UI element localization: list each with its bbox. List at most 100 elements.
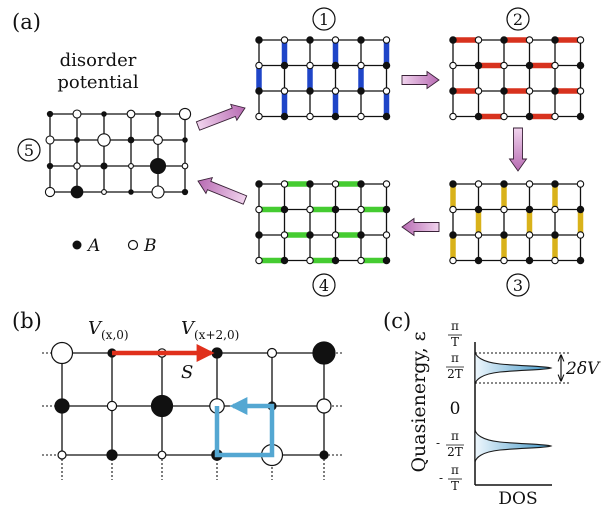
site-b [316,398,332,414]
site-b [101,189,107,195]
tick-minus-pi-over-t: - π T [439,463,462,493]
site-a [255,231,263,239]
site-b [255,205,263,214]
peak-width-label: 2δV [565,359,601,379]
site-a [181,188,189,196]
site-a [306,87,314,95]
site-a [106,449,118,461]
dos-peak-lower [474,429,553,463]
site-b [181,162,189,170]
site-a [357,87,365,95]
site-b [576,231,585,239]
site-a [551,36,559,44]
cycle-arrow [401,70,440,90]
svg-text:1: 1 [319,10,329,29]
cycle-arrow [508,127,528,172]
label-s: S [181,362,193,383]
svg-text:π: π [451,351,459,365]
svg-text:π: π [451,463,459,477]
site-b [357,112,365,121]
site-b [576,36,585,44]
site-a [70,185,84,199]
svg-text:2T: 2T [447,367,463,381]
site-b [280,36,289,44]
site-a [331,112,340,121]
site-a [306,36,314,44]
site-a [182,137,188,143]
site-b [525,231,534,239]
dos-peak-upper [474,351,553,385]
site-b [306,256,314,265]
site-a [46,162,54,170]
site-a [331,61,340,70]
svg-text:-: - [439,471,443,485]
site-a [576,112,585,121]
site-b [500,256,508,265]
lattice-step-3 [449,180,585,265]
site-a [280,205,289,214]
loop-arrow [214,397,275,458]
site-a [449,36,457,44]
site-b [551,112,559,121]
disorder-lattice [44,107,192,199]
svg-text:2: 2 [513,10,523,29]
site-a [331,205,340,214]
site-b [280,231,289,239]
y-axis-label: Quasienergy, ε [408,331,430,472]
site-a [500,36,508,44]
site-b [525,87,534,95]
site-a [46,110,54,118]
svg-text:2T: 2T [447,445,463,459]
site-a [306,180,314,188]
site-b [382,180,391,188]
site-b [157,450,167,460]
site-b [280,87,289,95]
site-a [474,256,483,265]
site-a [319,450,329,460]
site-b [306,112,314,121]
svg-text:3: 3 [513,276,523,295]
site-b [474,87,483,95]
site-a [449,87,457,95]
site-b [50,341,74,365]
site-a [100,162,108,170]
site-b [280,180,289,188]
site-a [474,205,483,214]
step-label-1: 1 [312,7,336,31]
site-a [306,231,314,239]
site-a [128,189,134,195]
site-b [576,180,585,188]
site-b [500,112,508,121]
cycle-arrows [195,70,528,237]
site-a [500,180,508,188]
site-b [474,231,483,239]
x-axis-label: DOS [498,489,537,509]
site-a [101,111,107,117]
disorder-label-line2: potential [57,72,139,93]
site-b [382,87,391,95]
site-a [382,205,391,214]
svg-text:-: - [436,436,440,450]
site-b [500,205,508,214]
site-a [525,61,534,70]
site-a [382,256,391,265]
site-a [382,61,391,70]
step-label-3: 3 [506,273,530,297]
legend: A B [72,236,157,256]
lattice-step-4 [255,180,391,265]
site-b [382,36,391,44]
site-a [149,157,167,175]
site-b [449,256,457,265]
site-a [74,137,80,143]
site-b [255,112,263,121]
site-b [45,135,55,145]
site-a [551,180,559,188]
site-a [551,87,559,95]
site-b [57,450,67,460]
site-b [474,180,483,188]
tick-pi-over-2t: π 2T [446,351,464,381]
svg-text:π: π [451,429,459,443]
tick-zero: 0 [450,399,461,419]
site-b [106,400,118,412]
